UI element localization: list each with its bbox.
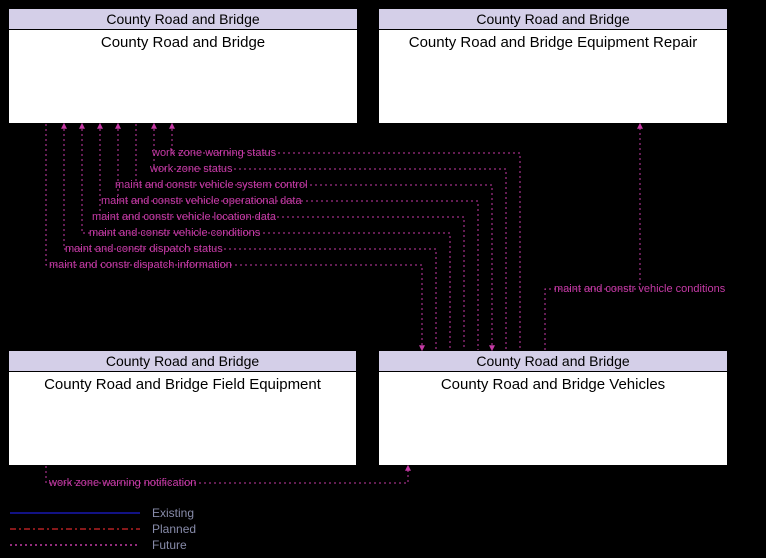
legend-future: Future: [10, 537, 196, 553]
flow-label: maint and constr vehicle location data: [92, 211, 276, 224]
flow-label: work zone status: [150, 163, 233, 176]
legend-label: Future: [152, 538, 187, 552]
node-body: County Road and Bridge Equipment Repair: [379, 30, 727, 55]
node-field-equipment: County Road and Bridge County Road and B…: [8, 350, 357, 466]
flow-label: maint and constr vehicle operational dat…: [101, 195, 302, 208]
legend: Existing Planned Future: [10, 505, 196, 553]
flow-label: maint and constr dispatch information: [49, 259, 232, 272]
node-vehicles: County Road and Bridge County Road and B…: [378, 350, 728, 466]
node-body: County Road and Bridge Vehicles: [379, 372, 727, 397]
flow-label-right: maint and constr vehicle conditions: [554, 283, 725, 296]
node-header: County Road and Bridge: [379, 351, 727, 372]
node-header: County Road and Bridge: [379, 9, 727, 30]
node-header: County Road and Bridge: [9, 351, 356, 372]
flow-label: maint and constr dispatch status: [65, 243, 223, 256]
flow-label: maint and constr vehicle conditions: [89, 227, 260, 240]
legend-label: Planned: [152, 522, 196, 536]
legend-existing: Existing: [10, 505, 196, 521]
node-county-road-and-bridge: County Road and Bridge County Road and B…: [8, 8, 358, 124]
node-equipment-repair: County Road and Bridge County Road and B…: [378, 8, 728, 124]
node-body: County Road and Bridge Field Equipment: [9, 372, 356, 397]
legend-label: Existing: [152, 506, 194, 520]
legend-planned: Planned: [10, 521, 196, 537]
flow-label: maint and constr vehicle system control: [115, 179, 308, 192]
flow-label-bottom: work zone warning notification: [49, 477, 196, 490]
node-header: County Road and Bridge: [9, 9, 357, 30]
node-body: County Road and Bridge: [9, 30, 357, 55]
flow-label: work zone warning status: [152, 147, 276, 160]
